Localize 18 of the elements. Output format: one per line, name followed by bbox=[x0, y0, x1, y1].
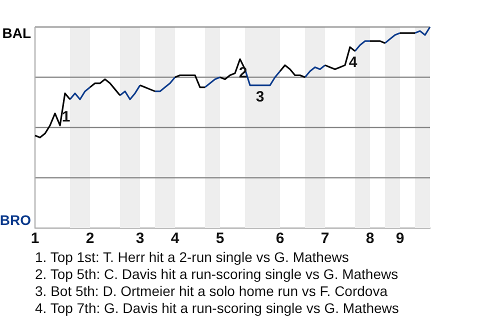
text: 1. Top 1st: T. Herr hit a 2-run single vs G. Mathews bbox=[35, 249, 350, 266]
annotation: 4 bbox=[348, 54, 358, 72]
x-tick-label: 8 bbox=[366, 230, 374, 248]
text: 3. Bot 5th: D. Ortmeier hit a solo home run vs F. Cordova bbox=[35, 283, 388, 300]
text: BRO bbox=[0, 212, 32, 228]
text: 4. Top 7th: G. Davis hit a run-scoring single vs G. Mathews bbox=[35, 300, 399, 317]
x-tick-label: 7 bbox=[320, 230, 330, 248]
annotation: 3 bbox=[256, 88, 264, 106]
annotation: 1 bbox=[62, 108, 70, 126]
x-tick-label: 2 bbox=[86, 230, 94, 248]
x-tick-label: 5 bbox=[216, 230, 224, 248]
x-tick-label: 6 bbox=[276, 230, 284, 248]
x-tick-label: 4 bbox=[170, 230, 180, 248]
text: 2. Top 5th: C. Davis hit a run-scoring single vs G. Mathews bbox=[35, 266, 399, 283]
x-tick-label: 9 bbox=[396, 230, 404, 248]
text: BAL bbox=[2, 24, 32, 41]
x-tick-label: 1 bbox=[30, 230, 40, 248]
x-tick-label: 3 bbox=[136, 230, 144, 248]
